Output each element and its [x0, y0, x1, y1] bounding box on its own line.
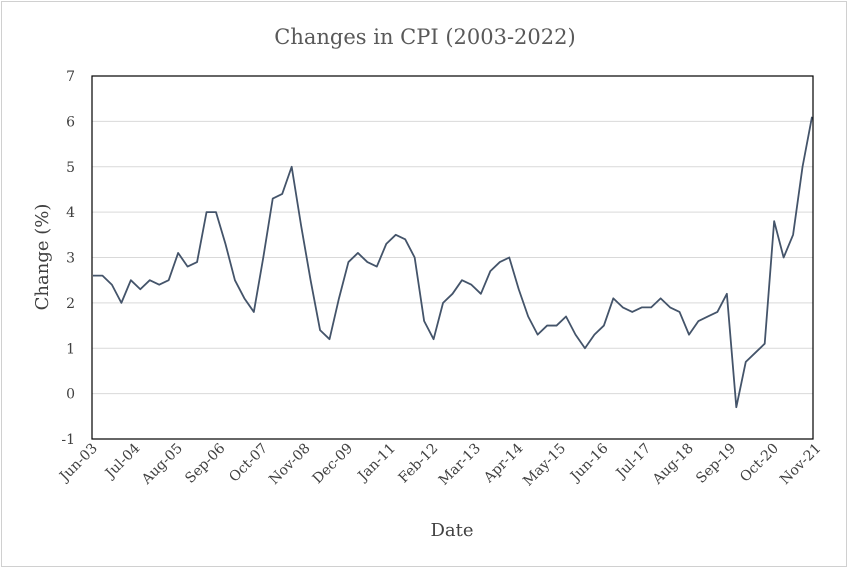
y-tick-label: 5 [66, 160, 75, 176]
x-axis-label: Date [430, 520, 473, 541]
y-tick-label: 7 [66, 69, 75, 85]
x-tick-label: Apr-14 [480, 440, 526, 486]
x-tick-label: Sep-06 [182, 440, 228, 486]
y-tick-label: 1 [66, 341, 75, 357]
x-tick-label: Feb-12 [396, 441, 442, 487]
x-tick-label: Nov-21 [777, 441, 824, 488]
chart-title: Changes in CPI (2003-2022) [274, 25, 575, 49]
x-tick-label: Nov-08 [266, 441, 313, 488]
x-tick-label: Oct-07 [226, 441, 271, 486]
x-tick-label: Sep-19 [693, 441, 739, 487]
x-axis-ticks: Jun-03 Jul-04Aug-05Sep-06Oct-07Nov-08Dec-… [55, 440, 824, 489]
x-tick-label: Dec-09 [310, 441, 357, 488]
y-tick-label: -1 [61, 432, 75, 448]
x-tick-label: Jul-04 [101, 440, 143, 482]
x-tick-label: Jul-17 [612, 441, 654, 483]
y-tick-label: 2 [66, 296, 75, 312]
x-tick-label: Mar-13 [436, 441, 484, 489]
x-tick-label: Aug-18 [649, 441, 697, 489]
x-tick-label: Jan-11 [354, 441, 399, 486]
x-tick-label: Oct-20 [737, 441, 782, 486]
y-tick-label: 0 [66, 387, 75, 403]
y-axis-label: Change (%) [32, 204, 53, 311]
y-tick-label: 4 [66, 205, 75, 221]
y-tick-label: 3 [66, 251, 75, 267]
cpi-series-line [93, 116, 813, 409]
plot-area-border [91, 75, 814, 440]
x-tick-label: Jun-16 [566, 440, 611, 485]
y-axis-ticks: -1 0 1 2 3 4 5 6 7 [61, 69, 75, 448]
x-tick-label: May-15 [520, 441, 569, 490]
x-tick-label: Aug-05 [138, 441, 186, 489]
gridlines [92, 120, 813, 395]
y-tick-label: 6 [66, 114, 75, 130]
